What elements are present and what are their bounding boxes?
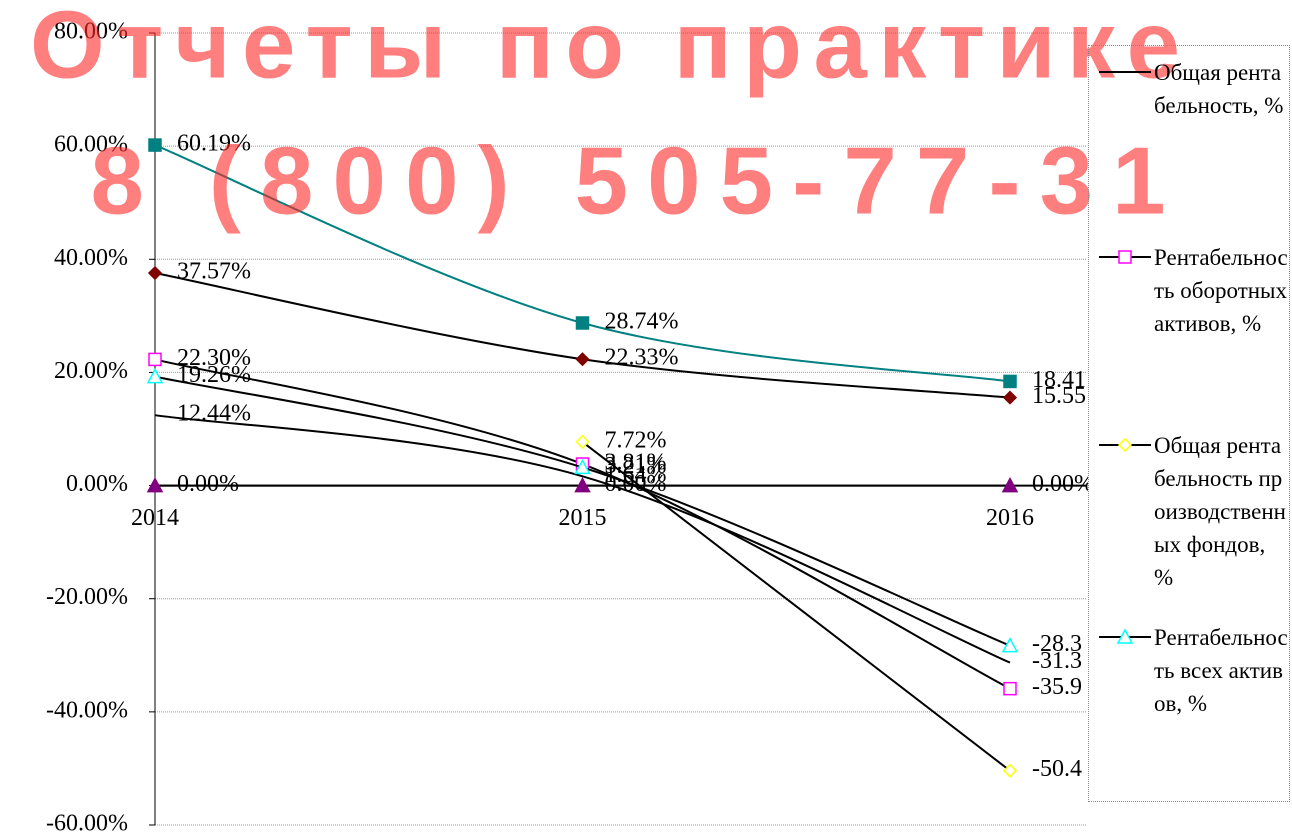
data-label: 28.74%: [605, 308, 679, 334]
marker: [574, 458, 591, 475]
data-label: 0.00%: [177, 471, 239, 497]
data-label: -31.3: [1032, 648, 1082, 674]
marker: [1002, 763, 1018, 778]
data-label: 19.26%: [177, 362, 251, 388]
marker: [147, 265, 163, 281]
data-label: 3.81%: [605, 450, 667, 476]
marker: [1003, 374, 1017, 389]
y-tick-label: 40.00%: [54, 245, 128, 271]
marker: [148, 352, 162, 367]
marker: [1001, 637, 1019, 653]
line: [154, 414, 1011, 664]
y-tick-label: -40.00%: [46, 697, 128, 723]
marker: [574, 476, 591, 493]
data-label: 37.57%: [177, 259, 251, 285]
legend-marker: [1118, 250, 1132, 264]
data-label: 0.00%: [1032, 471, 1094, 497]
marker: [575, 352, 590, 367]
legend-marker: [1117, 437, 1133, 453]
y-tick-label: 20.00%: [54, 358, 128, 384]
line: [581, 441, 1011, 772]
data-label: 12.44%: [177, 401, 251, 427]
marker: [146, 368, 164, 384]
x-tick-label: 2015: [559, 505, 607, 531]
data-label: 3.21%: [605, 453, 667, 479]
legend-label: Общая рентабельность производственных фо…: [1154, 433, 1286, 590]
legend: Общая рентабельность, % Рентабельность об…: [1088, 45, 1290, 802]
data-label: 60.19%: [177, 131, 251, 157]
data-label: 15.55: [1032, 383, 1086, 409]
legend-label: Рентабельность оборотных активов, %: [1154, 245, 1288, 336]
legend-label: Общая рентабельность, %: [1154, 60, 1284, 118]
y-tick-label: 0.00%: [66, 471, 128, 497]
marker: [146, 476, 164, 493]
data-label: 18.41: [1032, 367, 1086, 393]
x-tick-label: 2016: [986, 505, 1034, 531]
legend-marker: [1116, 628, 1134, 644]
data-label: 22.30%: [177, 345, 251, 371]
marker: [148, 138, 162, 152]
legend-label: Рентабельность всех активов, %: [1154, 625, 1288, 716]
marker: [1003, 681, 1017, 696]
y-tick-label: -20.00%: [46, 584, 128, 610]
marker: [575, 434, 590, 449]
data-label: -50.4: [1032, 756, 1082, 782]
watermark: Отчеты по практике: [30, 0, 1180, 98]
data-label: 22.33%: [605, 345, 679, 371]
marker: [1001, 476, 1019, 493]
watermark: 8 (800) 505-77-31: [91, 127, 1166, 234]
data-label: -28.3: [1032, 631, 1082, 657]
y-tick-label: 80.00%: [54, 19, 128, 45]
marker: [575, 316, 590, 330]
legend-symbols: [1099, 71, 1151, 644]
data-label: 7.72%: [605, 427, 667, 453]
data-label: -35.9: [1032, 674, 1082, 700]
data-label: 0.00%: [605, 471, 667, 497]
plot: 12.44%1.64%-31.322.30%3.81%-35.97.72%-50…: [146, 131, 1094, 782]
y-tick-label: 60.00%: [54, 132, 128, 158]
x-tick-label: 2014: [131, 505, 179, 531]
y-tick-label: -60.00%: [46, 811, 128, 837]
marker: [1002, 390, 1018, 405]
line: [154, 272, 1011, 399]
watermark: Отчеты по практике 8 (800) 505-77-31: [30, 0, 1180, 234]
